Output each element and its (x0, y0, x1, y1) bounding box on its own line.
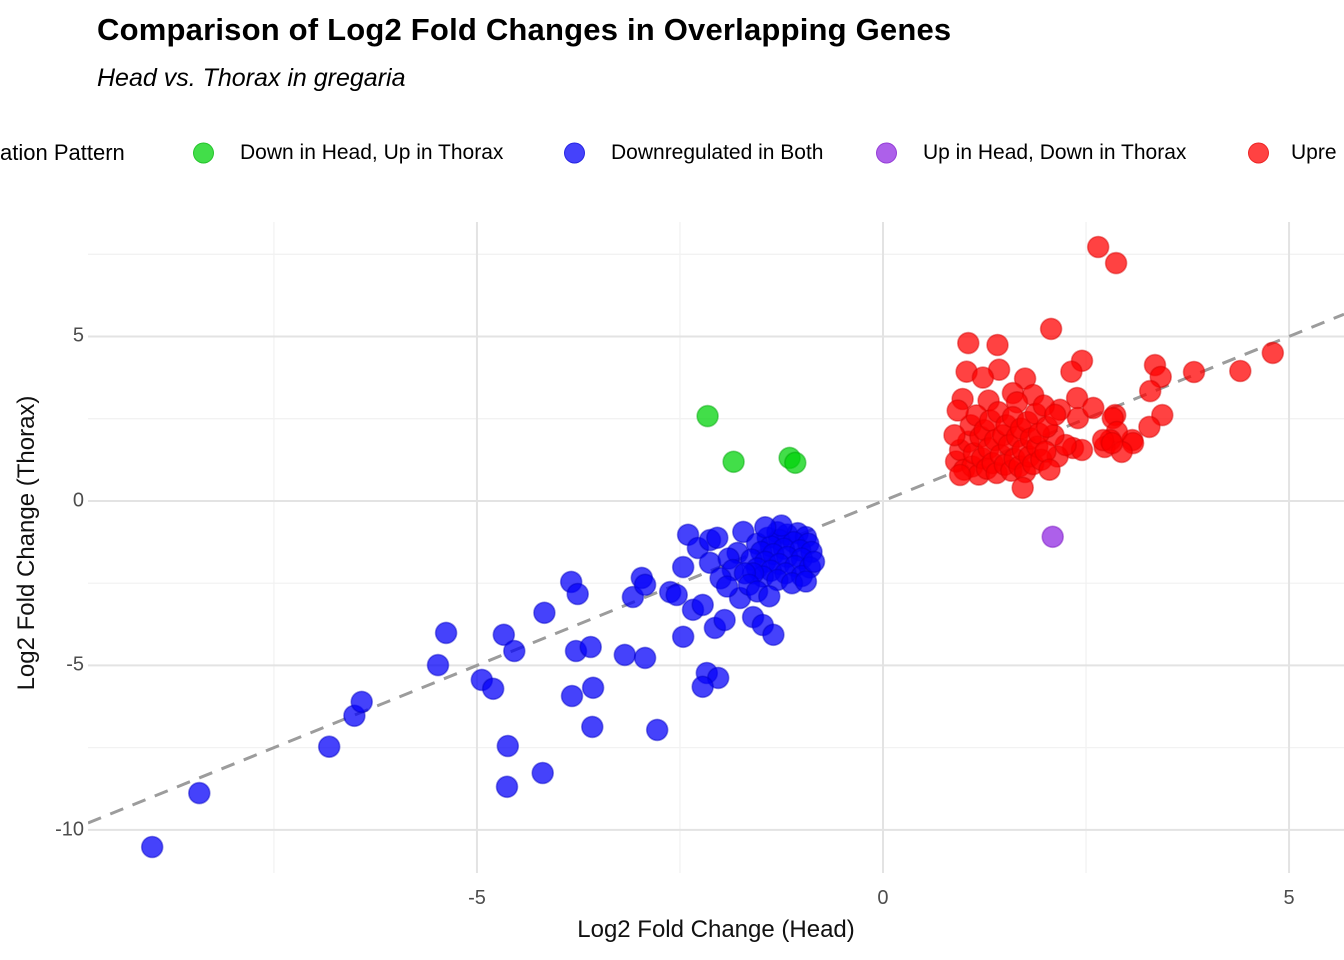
data-point (705, 526, 729, 550)
legend-dot-icon (193, 142, 214, 164)
data-point (492, 623, 516, 647)
data-point (1011, 476, 1035, 500)
y-tick-label: 0 (72, 489, 84, 512)
data-point (581, 676, 605, 700)
data-point (757, 584, 781, 608)
legend-dot-icon (1248, 142, 1269, 164)
data-point (1138, 415, 1161, 439)
data-point (1182, 360, 1206, 384)
data-point (802, 550, 826, 574)
legend-dot-icon (876, 142, 897, 164)
data-point (502, 639, 526, 663)
data-point (671, 555, 695, 579)
x-axis-title: Log2 Fold Change (Head) (577, 916, 855, 943)
plot-canvas (87, 222, 1344, 873)
data-point (671, 625, 695, 649)
data-point (1104, 251, 1128, 275)
page-title: Comparison of Log2 Fold Changes in Overl… (97, 12, 952, 47)
data-point (713, 608, 736, 632)
data-point (1229, 359, 1252, 383)
data-point (971, 366, 995, 389)
data-point (1041, 525, 1065, 549)
data-point (580, 715, 604, 739)
data-point (783, 451, 807, 475)
y-axis-title: Log2 Fold Change (Thorax) (13, 395, 40, 691)
data-point (696, 404, 719, 428)
data-point (1086, 235, 1110, 259)
data-point (691, 593, 715, 617)
data-point (1066, 406, 1090, 430)
data-point (1100, 431, 1124, 455)
data-point (794, 570, 818, 593)
legend-title: ation Pattern (0, 140, 125, 165)
data-point (140, 835, 164, 859)
data-point (1039, 317, 1063, 341)
data-point (946, 399, 970, 422)
data-point (956, 331, 980, 355)
data-point (731, 520, 755, 544)
data-point (1043, 403, 1067, 427)
data-point (613, 643, 637, 667)
data-point (986, 333, 1009, 357)
x-tick-label: 5 (1283, 887, 1295, 909)
chart-subtitle: Head vs. Thorax in gregaria (97, 64, 406, 92)
data-point (426, 653, 450, 677)
data-point (715, 575, 739, 598)
y-tick-label: -5 (66, 653, 84, 676)
data-point (645, 718, 669, 742)
data-point (633, 573, 657, 597)
legend-item-label: Down in Head, Up in Thorax (240, 141, 504, 164)
data-point (533, 601, 556, 625)
legend-item-label: Up in Head, Down in Thorax (923, 141, 1187, 164)
data-point (762, 623, 785, 647)
data-point (633, 646, 657, 670)
x-tick-label: -5 (468, 887, 486, 909)
data-point (188, 781, 211, 805)
y-tick-label: 5 (72, 324, 84, 347)
data-point (753, 515, 777, 539)
legend-item-label: Upre (1291, 141, 1337, 164)
data-point (722, 450, 745, 474)
data-point (1081, 396, 1105, 420)
data-point (691, 675, 715, 699)
x-tick-label: 0 (877, 887, 889, 909)
legend-dot-icon (564, 142, 585, 164)
data-point (481, 677, 505, 701)
data-point (434, 621, 458, 645)
data-point (495, 775, 519, 799)
legend: ation Pattern Down in Head, Up in Thorax… (0, 139, 1344, 167)
legend-item-label: Downregulated in Both (611, 141, 824, 164)
data-point (948, 463, 972, 487)
data-point (665, 583, 689, 607)
data-point (560, 684, 584, 708)
data-point (350, 690, 374, 714)
data-point (496, 734, 520, 758)
data-point (1038, 458, 1061, 481)
data-point (579, 635, 603, 659)
data-point (943, 423, 966, 447)
y-tick-label: -10 (55, 818, 84, 841)
data-point (531, 761, 555, 785)
data-point (1261, 341, 1285, 365)
data-point (317, 735, 341, 759)
data-point (566, 582, 590, 606)
plot-panel (87, 222, 1344, 873)
data-point (1060, 360, 1083, 383)
data-point (1138, 379, 1162, 403)
